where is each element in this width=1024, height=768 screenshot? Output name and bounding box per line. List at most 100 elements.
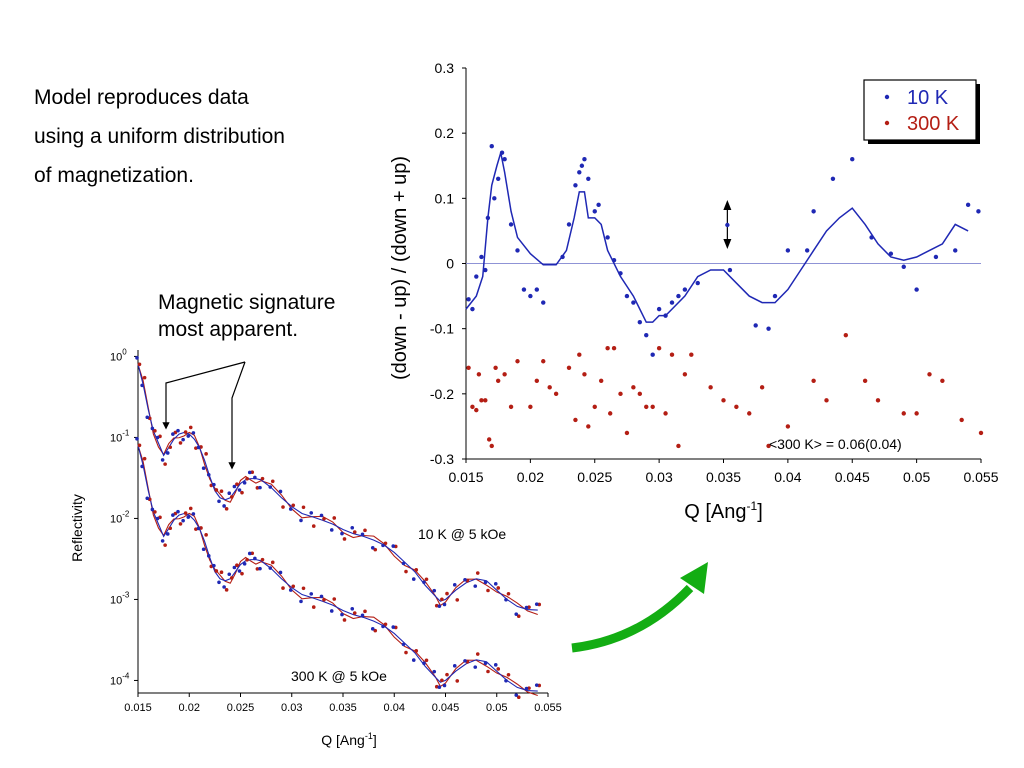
point-10k xyxy=(637,319,643,325)
point-300k xyxy=(598,378,604,383)
x-tick-label: 0.04 xyxy=(384,702,405,714)
point-300k xyxy=(582,372,587,377)
point-red-upper xyxy=(322,516,326,521)
point-300k xyxy=(927,372,932,377)
point-300k xyxy=(493,365,498,370)
point-300k xyxy=(618,391,623,397)
point-red-lower xyxy=(322,598,326,602)
point-blue-lower xyxy=(319,594,324,599)
y-tick-label: -0.1 xyxy=(430,321,454,337)
point-10k xyxy=(811,209,816,214)
point-red-upper xyxy=(204,452,208,456)
point-300k xyxy=(476,372,482,377)
point-10k xyxy=(577,170,582,175)
point-red-upper xyxy=(183,430,188,434)
point-blue-upper xyxy=(227,491,232,496)
point-blue-lower xyxy=(463,659,467,663)
point-blue-lower xyxy=(309,592,314,596)
point-10k xyxy=(766,326,771,331)
point-300k xyxy=(470,404,475,410)
model-line-10k xyxy=(465,152,969,323)
point-300k xyxy=(721,398,726,403)
signature-line-2: most apparent. xyxy=(158,318,299,341)
point-10k xyxy=(624,293,630,299)
y-tick-label: 0.3 xyxy=(435,60,455,76)
model-line-red-upper xyxy=(137,364,538,616)
point-blue-upper xyxy=(391,544,396,548)
point-10k xyxy=(492,196,497,201)
point-blue-lower xyxy=(381,624,385,629)
point-10k xyxy=(727,267,733,273)
point-red-upper xyxy=(414,568,419,572)
point-300k xyxy=(682,372,688,377)
x-axis-title-close: ] xyxy=(373,732,377,748)
point-10k xyxy=(682,287,688,292)
point-blue-upper xyxy=(165,451,170,455)
point-blue-lower xyxy=(171,513,175,517)
point-blue-lower xyxy=(196,526,201,531)
point-10k xyxy=(772,293,778,299)
point-blue-lower xyxy=(247,551,252,556)
point-blue-upper xyxy=(191,431,196,435)
point-blue-upper xyxy=(370,546,375,550)
point-blue-upper xyxy=(493,582,498,586)
point-red-upper xyxy=(486,588,490,593)
point-blue-upper xyxy=(181,437,185,442)
y-axis-title: Reflectivity xyxy=(69,494,85,562)
point-300k xyxy=(547,385,552,390)
legend-label-10k: 10 K xyxy=(907,87,949,109)
point-blue-lower xyxy=(340,612,344,617)
point-red-upper xyxy=(240,490,244,495)
point-red-lower xyxy=(440,678,444,683)
point-10k xyxy=(566,222,572,227)
point-red-lower xyxy=(342,618,347,622)
point-blue-upper xyxy=(145,415,150,420)
point-blue-upper xyxy=(340,531,344,536)
point-red-lower xyxy=(332,597,337,601)
x-tick-label: 0.015 xyxy=(124,702,152,714)
point-300k xyxy=(631,385,636,390)
point-blue-lower xyxy=(401,642,406,647)
point-blue-upper xyxy=(350,525,355,530)
y-tick-exp: -4 xyxy=(122,671,130,680)
y-tick-label: 10-4 xyxy=(110,671,130,687)
point-red-upper xyxy=(301,505,306,510)
intro-line-3: of magnetization. xyxy=(34,164,194,187)
point-blue-lower xyxy=(155,516,160,521)
error-bar-head-down xyxy=(723,239,732,249)
point-red-upper xyxy=(281,505,285,509)
point-blue-lower xyxy=(237,569,242,573)
point-10k xyxy=(508,222,514,227)
callout-line-left xyxy=(162,361,246,430)
point-300k xyxy=(978,430,984,436)
point-red-upper xyxy=(270,479,275,484)
y-axis-title: (down - up) / (down + up) xyxy=(389,156,411,380)
point-300k xyxy=(566,365,572,370)
point-red-lower xyxy=(224,588,229,592)
point-blue-upper xyxy=(483,580,488,585)
point-300k xyxy=(747,411,752,416)
green-arrow xyxy=(571,562,708,653)
point-red-lower xyxy=(219,570,224,575)
point-blue-lower xyxy=(165,532,170,536)
point-red-upper xyxy=(332,516,337,520)
model-line-blue-lower xyxy=(137,445,538,692)
point-red-upper xyxy=(455,598,460,602)
model-line-blue-upper xyxy=(137,364,538,611)
x-tick-label: 0.055 xyxy=(963,469,998,485)
point-10k xyxy=(850,157,855,162)
error-bar-point xyxy=(725,222,730,228)
x-tick-label: 0.025 xyxy=(577,469,612,485)
point-300k xyxy=(541,359,546,364)
point-10k xyxy=(515,248,520,253)
average-300k-annotation: <300 K> = 0.06(0.04) xyxy=(769,436,902,452)
point-300k xyxy=(959,417,964,423)
point-300k xyxy=(515,359,520,364)
point-blue-lower xyxy=(360,613,365,618)
point-blue-lower xyxy=(212,563,216,568)
point-red-lower xyxy=(352,611,357,615)
y-tick-exp: -1 xyxy=(122,428,130,437)
intro-line-2: using a uniform distribution xyxy=(34,125,285,148)
point-300k xyxy=(483,398,488,403)
point-10k xyxy=(933,254,939,260)
